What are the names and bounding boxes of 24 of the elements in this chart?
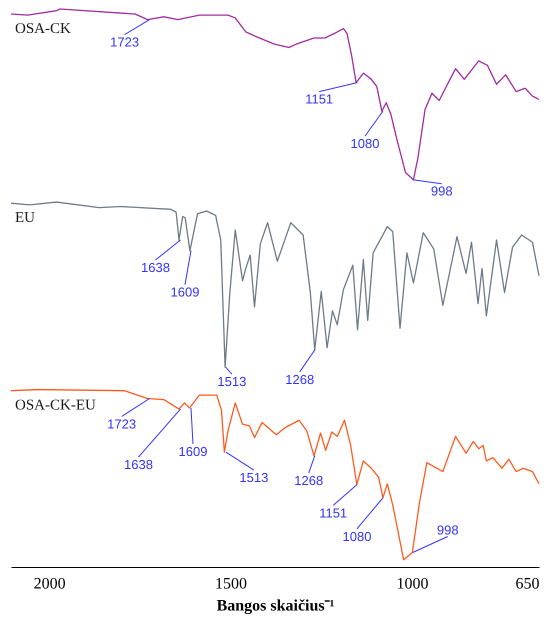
annotation: 1268 [285,372,314,387]
series-label: EU [15,210,36,226]
annotation: 1638 [141,260,170,276]
annotation: 998 [436,522,459,538]
annotation: 1513 [239,470,268,486]
x-axis-title: Bangos skaičius⁻¹ [216,598,335,614]
annotation: 1723 [110,34,140,50]
annotation: 1513 [217,374,246,390]
annotation: 1609 [178,444,208,459]
annotation: 998 [430,184,453,199]
annotation: 1723 [107,416,136,432]
x-tick-label: 1000 [396,576,428,592]
x-tick-label: 1500 [215,576,248,592]
annotation: 1151 [319,505,348,520]
series-label: OSA-CK [15,21,72,38]
annotation: 1638 [124,457,153,472]
x-tick-label: 650 [516,576,540,592]
annotation: 1151 [305,92,334,107]
annotation: 1080 [342,528,372,544]
x-tick-label: 2000 [34,576,66,592]
annotation: 1268 [294,472,324,488]
annotation: 1609 [170,284,200,300]
annotation: 1080 [350,136,380,152]
series-label: OSA-CK-EU [15,398,96,414]
